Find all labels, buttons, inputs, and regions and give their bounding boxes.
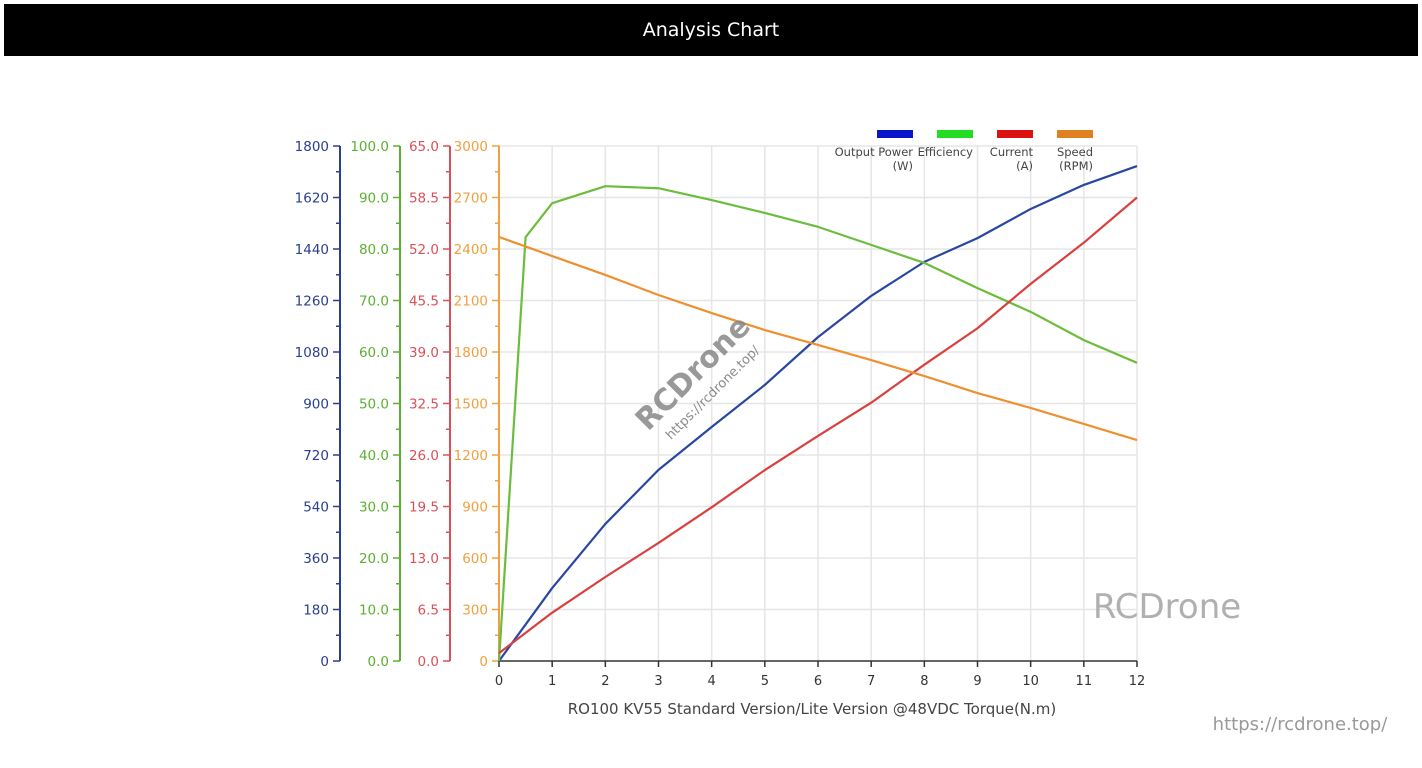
current-axis-tick-label: 52.0 (409, 242, 439, 258)
page-title: Analysis Chart (642, 19, 780, 41)
current-axis-tick-label: 32.5 (409, 397, 439, 413)
eff-axis-tick-label: 80.0 (359, 242, 389, 258)
power-axis-tick-label: 1080 (295, 345, 329, 361)
legend-swatch (997, 130, 1033, 138)
speed-axis-tick-label: 2400 (454, 242, 488, 258)
speed-axis-tick-label: 2700 (454, 191, 488, 207)
current-axis-tick-label: 13.0 (409, 551, 439, 567)
eff-axis-tick-label: 40.0 (359, 448, 389, 464)
series-line-current (498, 196, 1138, 654)
series-line-efficiency (497, 185, 1138, 662)
eff-axis-tick-label: 20.0 (359, 551, 389, 567)
speed-axis-tick-label: 1200 (454, 448, 488, 464)
legend: Output Power(W) Efficiency Current(A) Speed… (835, 130, 1093, 173)
eff-axis-tick-label: 70.0 (359, 294, 389, 310)
speed-axis-tick-label: 300 (462, 603, 488, 619)
x-tick-label: 7 (867, 674, 875, 689)
legend-swatch (1057, 130, 1093, 138)
legend-label: Output Power (835, 145, 914, 159)
current-axis-tick-label: 6.5 (418, 603, 439, 619)
x-tick-label: 2 (601, 674, 609, 689)
power-axis-tick-label: 180 (303, 603, 329, 619)
eff-axis-tick-label: 90.0 (359, 191, 389, 207)
current-axis-tick-label: 39.0 (409, 345, 439, 361)
legend-unit: (A) (1016, 159, 1033, 173)
x-axis-label: RO100 KV55 Standard Version/Lite Version… (568, 700, 1057, 718)
eff-axis-tick-label: 60.0 (359, 345, 389, 361)
x-tick-label: 1 (548, 674, 556, 689)
x-axis: 0 1 2 3 4 5 6 7 8 9 10 11 12 (495, 660, 1146, 689)
eff-axis-tick-label: 50.0 (359, 397, 389, 413)
power-axis-tick-label: 1440 (295, 242, 329, 258)
power-axis-tick-label: 0 (320, 654, 329, 670)
legend-unit: (RPM) (1059, 159, 1093, 173)
legend-swatch (877, 130, 913, 138)
eff-axis-tick-label: 0.0 (368, 654, 389, 670)
watermark-corner-url: https://rcdrone.top/ (1213, 714, 1389, 735)
legend-label: Efficiency (918, 145, 974, 159)
speed-axis-tick-label: 0 (479, 654, 488, 670)
speed-axis-tick-label: 900 (462, 500, 488, 516)
power-axis-tick-label: 900 (303, 397, 329, 413)
current-axis-tick-label: 0.0 (418, 654, 439, 670)
x-tick-label: 12 (1129, 674, 1146, 689)
power-axis-tick-label: 1800 (295, 139, 329, 155)
legend-label: Current (990, 145, 1034, 159)
x-tick-label: 8 (920, 674, 928, 689)
speed-axis-tick-label: 1500 (454, 397, 488, 413)
current-axis-tick-label: 65.0 (409, 139, 439, 155)
current-axis-tick-label: 26.0 (409, 448, 439, 464)
legend-swatch (937, 130, 973, 138)
power-axis-tick-label: 360 (303, 551, 329, 567)
legend-label: Speed (1057, 145, 1093, 159)
watermark-corner-brand: RCDrone (1093, 587, 1241, 627)
speed-axis-tick-label: 3000 (454, 139, 488, 155)
current-axis-tick-label: 19.5 (409, 500, 439, 516)
eff-axis-tick-label: 10.0 (359, 603, 389, 619)
series-line-output-power (498, 164, 1138, 662)
series-line-speed (498, 235, 1138, 442)
speed-axis-tick-label: 2100 (454, 294, 488, 310)
current-axis-tick-label: 45.5 (409, 294, 439, 310)
power-axis-tick-label: 1620 (295, 191, 329, 207)
x-tick-label: 0 (495, 674, 503, 689)
power-axis-tick-label: 540 (303, 500, 329, 516)
current-axis-tick-label: 58.5 (409, 191, 439, 207)
eff-axis-tick-label: 30.0 (359, 500, 389, 516)
x-tick-label: 4 (708, 674, 716, 689)
x-tick-label: 6 (814, 674, 822, 689)
x-tick-label: 9 (973, 674, 981, 689)
header-bar: Analysis Chart (4, 4, 1418, 56)
speed-axis-tick-label: 1800 (454, 345, 488, 361)
y-axes: 0 180 360 540 720 900 1080 1260 1440 1620 1800 0.0 1… (295, 139, 500, 670)
x-tick-label: 5 (761, 674, 769, 689)
x-tick-label: 11 (1076, 674, 1093, 689)
eff-axis-tick-label: 100.0 (350, 139, 389, 155)
x-tick-label: 10 (1022, 674, 1039, 689)
x-tick-label: 3 (654, 674, 662, 689)
speed-axis-tick-label: 600 (462, 551, 488, 567)
power-axis-tick-label: 720 (303, 448, 329, 464)
legend-unit: (W) (893, 159, 913, 173)
series-lines (497, 164, 1138, 662)
power-axis-tick-label: 1260 (295, 294, 329, 310)
watermark-diagonal: RCDrone https://rcdrone.top/ (629, 309, 764, 443)
